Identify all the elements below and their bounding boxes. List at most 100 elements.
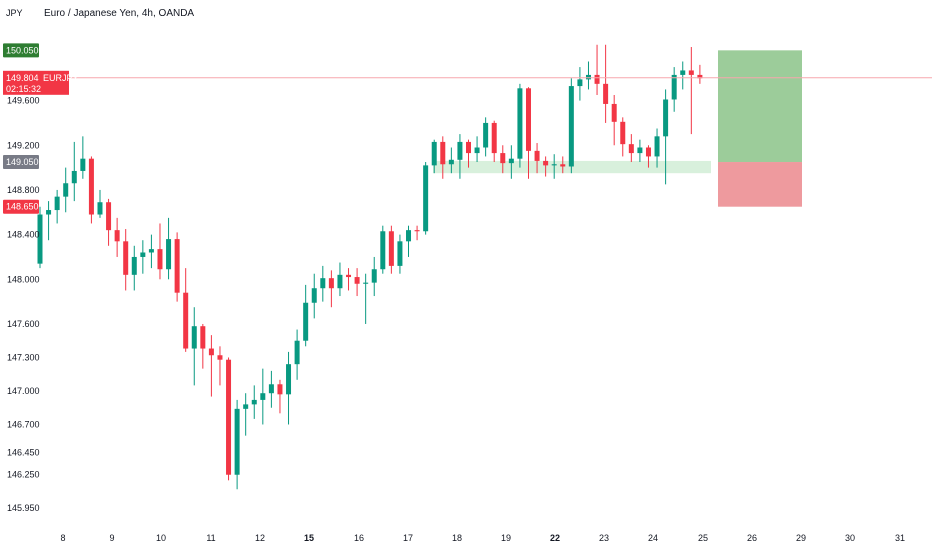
candle[interactable] <box>260 368 266 425</box>
candle-body <box>328 278 334 289</box>
candle[interactable] <box>371 256 377 297</box>
candle[interactable] <box>46 201 52 241</box>
entry-price-badge: 149.050 <box>3 155 39 170</box>
candle[interactable] <box>397 234 403 274</box>
last-price-value: 149.804 <box>6 73 39 83</box>
candle-body <box>320 278 326 289</box>
time-axis[interactable]: 8 9 10 11 12 15 16 17 18 19 22 23 24 25 26 29 30 31 <box>60 533 905 543</box>
profit-zone[interactable] <box>718 50 802 163</box>
candle[interactable] <box>354 268 360 297</box>
candle[interactable] <box>688 46 694 135</box>
x-tick-label: 26 <box>747 533 757 543</box>
candle[interactable] <box>645 145 651 168</box>
candle[interactable] <box>337 262 343 297</box>
candle[interactable] <box>534 143 540 174</box>
candle[interactable] <box>663 89 669 185</box>
candle[interactable] <box>286 351 292 425</box>
candle[interactable] <box>568 78 574 174</box>
candle[interactable] <box>88 156 94 224</box>
candle[interactable] <box>594 44 600 96</box>
candle-body <box>603 83 609 104</box>
candle[interactable] <box>174 232 180 302</box>
stop-loss-zone[interactable] <box>718 162 802 207</box>
candle[interactable] <box>131 245 137 291</box>
candle[interactable] <box>628 134 634 163</box>
candle[interactable] <box>500 145 506 174</box>
candle[interactable] <box>106 198 112 246</box>
candle[interactable] <box>217 346 223 386</box>
candle[interactable] <box>560 156 566 174</box>
candle-body <box>380 231 386 270</box>
candle[interactable] <box>191 307 197 386</box>
candle[interactable] <box>294 329 300 380</box>
candle[interactable] <box>611 95 617 146</box>
candle[interactable] <box>311 273 317 319</box>
candle[interactable] <box>114 217 120 257</box>
candle[interactable] <box>448 147 454 174</box>
candle[interactable] <box>208 335 214 397</box>
candle[interactable] <box>346 268 352 291</box>
candle[interactable] <box>277 379 283 414</box>
candle[interactable] <box>637 139 643 163</box>
candle[interactable] <box>508 145 514 179</box>
candle[interactable] <box>226 357 232 481</box>
candle[interactable] <box>491 120 497 163</box>
candle-body <box>286 364 292 395</box>
candle[interactable] <box>63 167 69 213</box>
candle[interactable] <box>303 284 309 347</box>
candle[interactable] <box>268 370 274 408</box>
candle-body <box>63 183 69 197</box>
y-tick-label: 146.450 <box>7 447 40 457</box>
candle[interactable] <box>483 117 489 157</box>
candle[interactable] <box>406 225 412 257</box>
candle[interactable] <box>157 223 163 280</box>
candle[interactable] <box>457 134 463 179</box>
candle[interactable] <box>414 225 420 241</box>
candle[interactable] <box>363 273 369 324</box>
candle[interactable] <box>440 136 446 179</box>
candle[interactable] <box>320 265 326 302</box>
candle[interactable] <box>697 64 703 84</box>
price-axis[interactable]: 145.950 146.250 146.450 146.700 147.000 147.3… <box>7 96 40 514</box>
candle[interactable] <box>97 189 103 218</box>
candle[interactable] <box>577 67 583 101</box>
candle[interactable] <box>123 229 129 291</box>
candle[interactable] <box>585 61 591 90</box>
candle[interactable] <box>234 399 240 490</box>
candle[interactable] <box>551 154 557 179</box>
candle[interactable] <box>388 225 394 274</box>
candle-body <box>311 288 317 303</box>
x-tick-label: 18 <box>452 533 462 543</box>
candle[interactable] <box>603 44 609 123</box>
candle[interactable] <box>251 385 257 419</box>
candle-body <box>525 88 531 151</box>
candle[interactable] <box>517 83 523 168</box>
candle-body <box>431 141 437 166</box>
candle[interactable] <box>140 240 146 274</box>
candle[interactable] <box>680 61 686 90</box>
candle-body <box>448 159 454 165</box>
candle[interactable] <box>543 156 549 177</box>
candle[interactable] <box>166 217 172 280</box>
candle[interactable] <box>431 139 437 174</box>
candle[interactable] <box>466 139 471 168</box>
candle[interactable] <box>380 225 386 274</box>
candle[interactable] <box>671 67 677 112</box>
candle[interactable] <box>620 117 626 157</box>
chart-title: Euro / Japanese Yen, 4h, OANDA <box>44 8 195 19</box>
candle[interactable] <box>525 87 531 179</box>
candle[interactable] <box>423 162 429 235</box>
candle[interactable] <box>71 141 77 202</box>
candle[interactable] <box>37 206 43 269</box>
candle[interactable] <box>243 393 249 436</box>
candle[interactable] <box>80 136 86 179</box>
candle[interactable] <box>200 323 206 369</box>
candle[interactable] <box>183 268 189 352</box>
candle[interactable] <box>54 189 60 224</box>
candle[interactable] <box>328 270 334 308</box>
candle[interactable] <box>654 128 660 168</box>
candle[interactable] <box>474 136 480 163</box>
x-tick-label: 15 <box>304 533 314 543</box>
candle[interactable] <box>148 234 154 269</box>
